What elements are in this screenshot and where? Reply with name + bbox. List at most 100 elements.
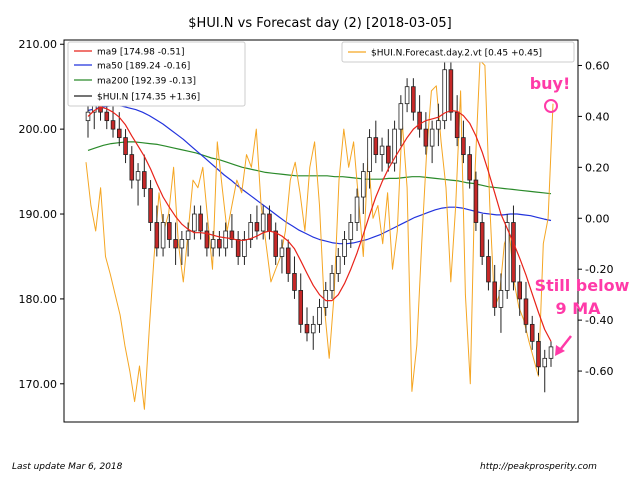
candle-body — [135, 171, 141, 181]
candle — [361, 163, 366, 215]
candle — [467, 146, 472, 189]
candle-body — [204, 230, 210, 249]
candle — [448, 52, 454, 121]
candle — [217, 231, 222, 257]
right-tick-label: 0.60 — [585, 59, 610, 72]
candle-body — [310, 323, 316, 334]
candle-body — [348, 222, 354, 240]
candle-body — [260, 213, 266, 232]
candle — [304, 307, 310, 342]
candle-body — [123, 137, 128, 156]
candle — [204, 222, 210, 257]
candle — [523, 281, 529, 333]
candle-body — [235, 239, 241, 257]
candle-body — [498, 290, 504, 308]
candle — [454, 95, 460, 147]
left-tick-label: 190.00 — [19, 208, 58, 221]
candle — [398, 95, 404, 147]
candle — [185, 222, 191, 257]
candle — [386, 129, 391, 172]
left-tick-label: 210.00 — [19, 38, 58, 51]
candle — [242, 231, 247, 265]
candle — [411, 78, 416, 121]
candle-body — [511, 222, 516, 283]
candle — [254, 205, 260, 240]
legend-right-box — [341, 41, 575, 63]
candle — [317, 298, 322, 333]
right-tick-label: 0.40 — [585, 110, 610, 123]
candle-body — [242, 239, 247, 257]
candle — [367, 129, 372, 189]
candle — [167, 214, 172, 248]
candle-body — [354, 196, 360, 223]
candle — [354, 188, 360, 231]
candle — [392, 120, 397, 172]
candle-body — [298, 290, 304, 325]
candle-body — [442, 69, 447, 122]
candle-body — [542, 357, 548, 368]
buy-marker-circle — [544, 99, 558, 113]
candle-body — [217, 239, 222, 249]
candle — [404, 78, 410, 113]
candle-body — [429, 128, 435, 147]
right-tick-label: -0.60 — [585, 365, 613, 378]
candle — [486, 239, 491, 291]
candle — [348, 214, 354, 248]
candle — [498, 273, 504, 333]
candle — [279, 239, 285, 274]
candle — [104, 103, 110, 130]
candle — [292, 256, 297, 299]
candle — [235, 231, 241, 265]
candle — [260, 205, 266, 240]
candle — [461, 120, 466, 164]
candle-body — [117, 128, 122, 139]
right-tick-label: -0.40 — [585, 314, 613, 327]
candle-body — [329, 273, 335, 291]
candle-body — [461, 137, 466, 156]
candle-body — [104, 111, 110, 122]
candle-body — [154, 222, 160, 249]
candle-body — [192, 213, 197, 232]
candle — [429, 120, 435, 164]
candle-body — [279, 247, 285, 257]
candle — [473, 171, 479, 231]
chart-title: $HUI.N vs Forecast day (2) [2018-03-05] — [188, 16, 451, 31]
candle — [229, 214, 235, 248]
legend-right: $HUI.N.Forecast.day.2.vt [0.45 +0.45] — [341, 41, 575, 63]
still-below-annotation-line1: Still below — [535, 276, 630, 295]
right-tick-label: -0.20 — [585, 263, 613, 276]
candle-body — [504, 222, 510, 291]
candle-body — [179, 239, 185, 249]
candle-body — [254, 222, 260, 232]
legend-label-forecast: $HUI.N.Forecast.day.2.vt [0.45 +0.45] — [371, 49, 542, 59]
candle — [423, 112, 429, 155]
candle — [173, 222, 178, 265]
candle — [135, 163, 141, 206]
candle — [160, 214, 166, 257]
candle — [85, 103, 91, 138]
candle-body — [492, 281, 497, 308]
candle — [198, 205, 203, 240]
candle — [548, 341, 554, 367]
left-tick-label: 200.00 — [19, 123, 58, 136]
candle-body — [392, 128, 397, 164]
buy-annotation: buy! — [530, 74, 571, 93]
candle — [129, 146, 135, 189]
candle — [192, 205, 197, 240]
left-tick-label: 170.00 — [19, 378, 58, 391]
right-tick-label: 0.00 — [585, 212, 610, 225]
candle — [273, 222, 278, 265]
candle — [154, 205, 160, 257]
candle-body — [411, 86, 416, 113]
candle — [110, 103, 116, 138]
candle — [436, 103, 441, 147]
legend-label-ma50: ma50 [189.24 -0.16] — [97, 62, 190, 72]
plot-area — [85, 52, 554, 410]
candle-body — [523, 298, 529, 325]
candle — [417, 95, 422, 138]
candle-body — [398, 103, 404, 130]
candle-body — [210, 239, 216, 249]
candle — [342, 231, 347, 265]
still-below-annotation-line2: 9 MA — [555, 299, 601, 318]
candle-body — [454, 111, 460, 139]
